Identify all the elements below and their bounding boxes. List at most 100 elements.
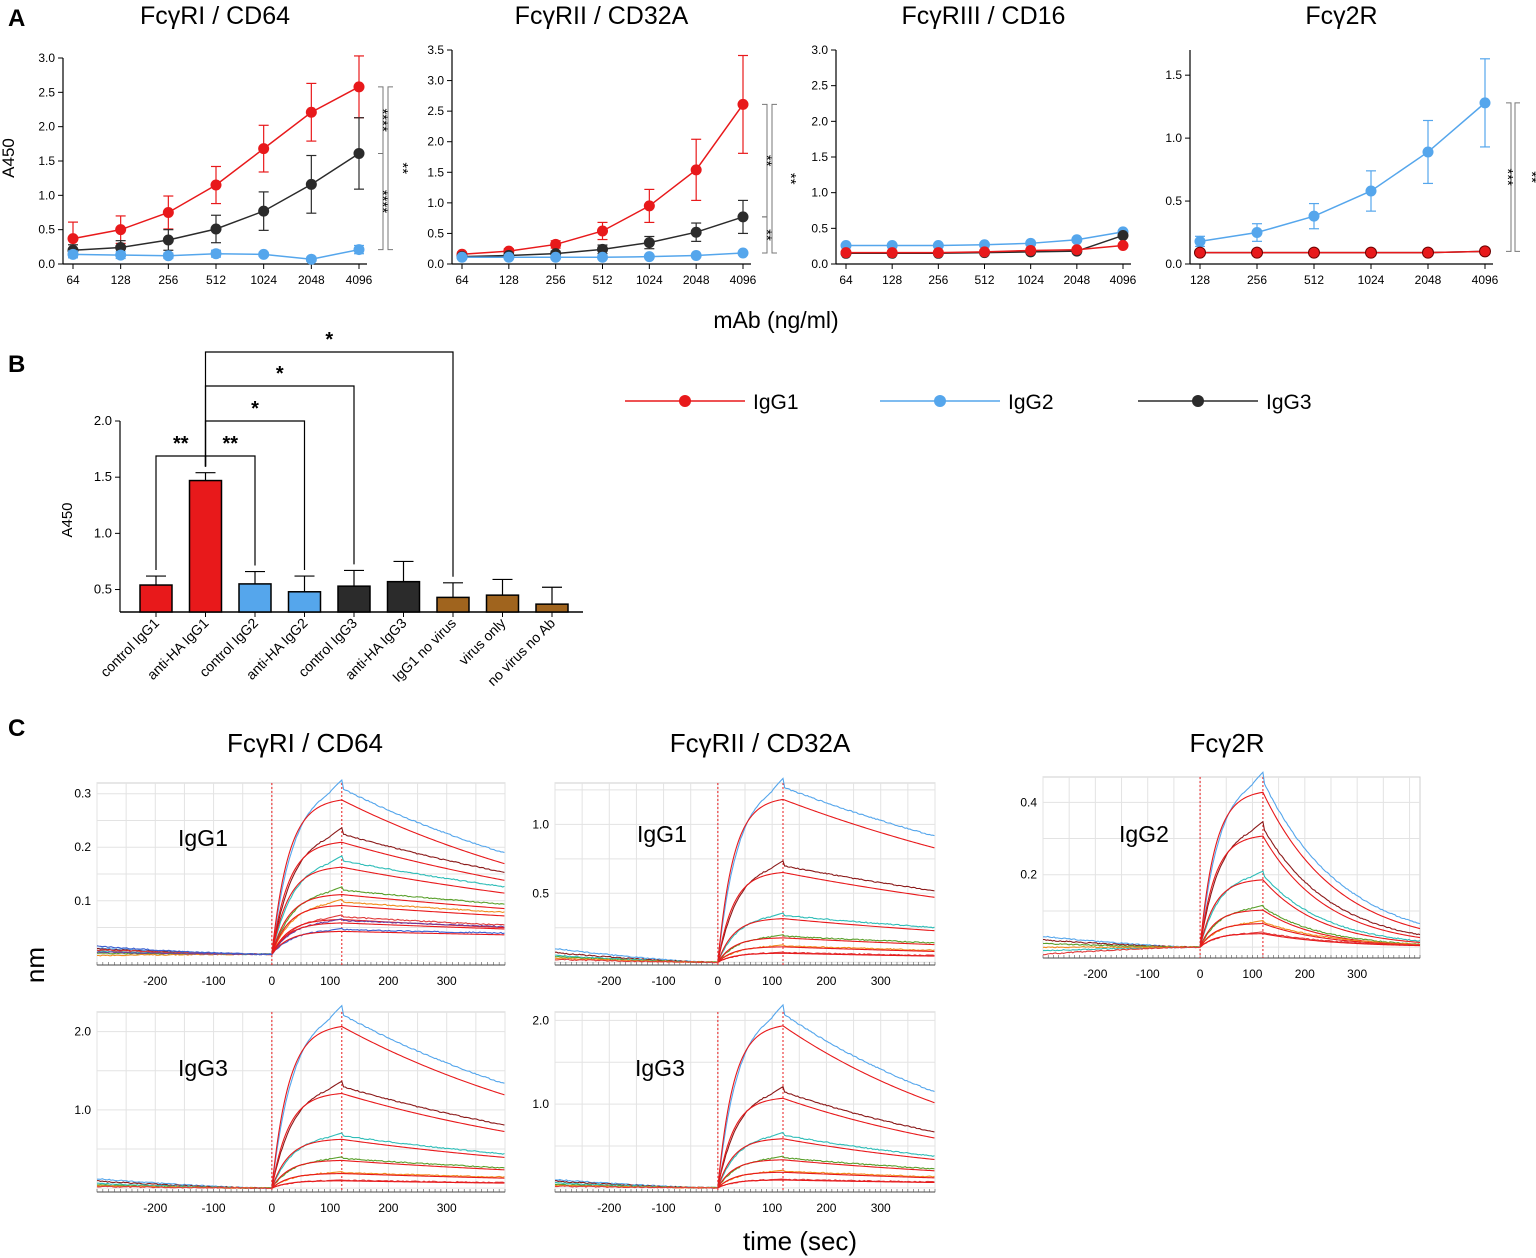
data-point [1071, 244, 1083, 256]
data-point [67, 248, 79, 260]
x-tick-label: 200 [816, 974, 836, 988]
x-tick-label: 300 [871, 1201, 891, 1215]
sensorgram-fit [271, 930, 505, 955]
sensorgram-fit [1199, 933, 1421, 948]
panel-a-ylabel: A450 [0, 138, 18, 178]
sensorgram-fit [717, 1171, 935, 1189]
significance-label: * [325, 329, 333, 351]
data-point [162, 234, 174, 246]
y-tick-label: 0.5 [38, 223, 55, 237]
sensorgram-fit [717, 937, 935, 963]
x-tick-label: 1024 [1017, 273, 1044, 287]
significance-label: **** [374, 190, 391, 214]
y-tick-label: 2.0 [94, 413, 112, 428]
data-point [550, 238, 562, 250]
bar-control-igg1 [139, 584, 173, 613]
x-tick-label: 256 [1247, 273, 1267, 287]
sensorgram-trace [554, 860, 935, 964]
x-tick-label: 64 [455, 273, 469, 287]
x-tick-label: 512 [974, 273, 994, 287]
sensorgram-trace [96, 1080, 505, 1190]
y-tick-label: 0.2 [1020, 868, 1037, 882]
sensorgram-trace [554, 777, 935, 964]
y-tick-label: 1.5 [811, 150, 828, 164]
x-tick-label: 4096 [1110, 273, 1137, 287]
significance-label: * [251, 398, 259, 420]
sensorgram-fit [271, 1138, 505, 1189]
y-tick-label: 0.5 [532, 886, 549, 900]
x-tick-label: 100 [320, 1201, 340, 1215]
data-point [690, 226, 702, 238]
x-tick-label: 100 [762, 974, 782, 988]
x-tick-label: 1024 [1358, 273, 1385, 287]
data-point [1071, 234, 1083, 246]
series-line-igg2 [1199, 102, 1486, 243]
chart-title: FcγRIII / CD16 [902, 2, 1066, 30]
chart-title: FcγRI / CD64 [140, 2, 290, 30]
data-point [1025, 244, 1037, 256]
sensorgram-fit [717, 952, 935, 963]
chart-c-fcg2r-igg2: Fcγ2R -200 -100 0 100 200 300 0.2 0.4 IgG2 [1020, 728, 1421, 981]
data-point [258, 143, 270, 155]
data-point [979, 246, 990, 258]
data-point [1422, 246, 1434, 259]
significance-label: ** [394, 162, 411, 174]
sensorgram-label: IgG3 [635, 1055, 685, 1081]
x-tick-label: -100 [1136, 967, 1160, 981]
y-tick-label: 1.0 [1165, 131, 1182, 145]
y-axis-label: A450 [59, 502, 76, 537]
y-tick-label: 2.0 [74, 1025, 91, 1039]
data-point [210, 248, 222, 260]
x-tick-label: -200 [597, 1201, 621, 1215]
y-tick-label: 1.0 [38, 188, 55, 202]
data-point [503, 251, 515, 263]
bar-control-igg3 [337, 585, 371, 613]
x-tick-label: 128 [499, 273, 519, 287]
y-tick-label: 1.5 [427, 165, 444, 179]
sensorgram-fit [271, 1025, 505, 1189]
chart-c-cd64-igg1: FcγRI / CD64 -200 -100 0 100 200 300 0.1 0.2 0.3 I… [74, 728, 506, 988]
y-tick-label: 1.5 [38, 154, 55, 168]
sensorgram-fit [717, 918, 935, 963]
sensorgram-trace [1042, 771, 1421, 949]
x-tick-label: 300 [871, 974, 891, 988]
sensorgram-fit [271, 799, 505, 955]
plot-area [1042, 776, 1421, 959]
sensorgram-fit [271, 1092, 505, 1189]
sensorgram-fit [271, 904, 505, 955]
y-tick-label: 3.5 [427, 43, 444, 57]
data-point [258, 248, 270, 260]
x-tick-label: 256 [928, 273, 948, 287]
panel-a-xlabel: mAb (ng/ml) [713, 307, 838, 333]
significance-label: ** [758, 229, 775, 241]
x-tick-label: 300 [437, 974, 457, 988]
chart-a-cd32a: FcγRII / CD32A 0.0 0.5 1.0 1.5 2.0 2.5 3.0 3.5 64… [427, 2, 799, 287]
sensorgram-fit [717, 946, 935, 963]
panel-c-ylabel: nm [20, 947, 50, 983]
chart-a-fcg2r: Fcγ2R 0.5 1.0 1.5 0.0 128 256 512 1024 2048 4096 **… [1165, 2, 1536, 287]
sensorgram-trace [1042, 870, 1421, 952]
sensorgram-fit [271, 894, 505, 955]
data-point [1194, 235, 1206, 247]
bar-no-virus-no-ab [535, 603, 569, 613]
x-tick-label: 4096 [346, 273, 373, 287]
significance-label: *** [1499, 168, 1516, 186]
bar-igg1-no-virus [436, 596, 470, 613]
sensorgram-label: IgG3 [178, 1055, 228, 1081]
significance-bracket [204, 351, 454, 577]
y-tick-label: 1.0 [427, 196, 444, 210]
y-tick-label: 2.5 [38, 85, 55, 99]
x-tick-label: 1024 [250, 273, 277, 287]
y-tick-label: 0.4 [1020, 795, 1037, 809]
y-tick-label: 2.5 [811, 79, 828, 93]
sensorgram-fit [271, 922, 505, 955]
y-tick-label: 2.5 [427, 104, 444, 118]
x-tick-label: -200 [1083, 967, 1107, 981]
data-point [1365, 185, 1377, 197]
panel-label-c: C [8, 715, 25, 742]
x-tick-label: 2048 [298, 273, 325, 287]
sensorgram-fit [271, 841, 505, 955]
data-point [597, 243, 608, 255]
data-point [550, 251, 562, 263]
